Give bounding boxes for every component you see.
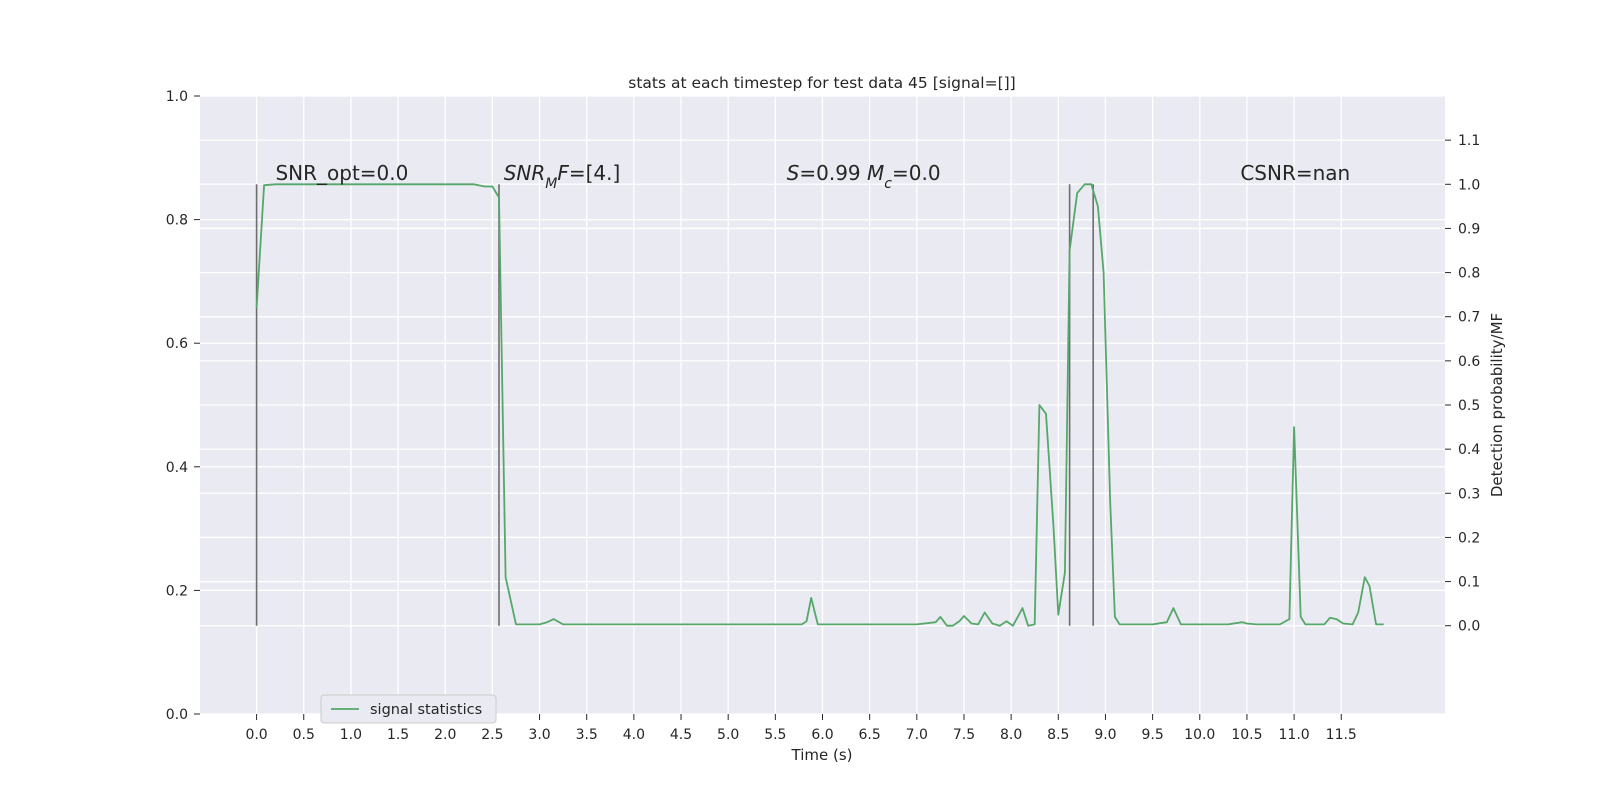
- x-tick-label: 2.0: [434, 727, 456, 743]
- x-axis-label: Time (s): [791, 746, 853, 764]
- x-tick-label: 8.0: [1000, 727, 1022, 743]
- x-tick-label: 1.0: [340, 727, 362, 743]
- x-tick-label: 7.0: [906, 727, 928, 743]
- x-tick-label: 11.0: [1279, 727, 1310, 743]
- y-right-tick-label: 0.9: [1458, 221, 1480, 237]
- series-layer: [255, 183, 1384, 627]
- y-right-tick-label: 0.8: [1458, 266, 1480, 282]
- annotation: S=0.99 Mc=0.0: [787, 161, 941, 192]
- x-tick-label: 0.5: [293, 727, 315, 743]
- series-line: [255, 183, 1384, 627]
- x-tick-label: 11.5: [1326, 727, 1357, 743]
- ticks: 0.0 0.5 1.0 1.5 2.0 2.5 3.0 3.5 4.0 4.5 5.0 5.5 6.0 6…: [166, 89, 1481, 743]
- annotation-part: SNR: [504, 161, 546, 185]
- annotation-part: =[4.]: [569, 161, 620, 185]
- x-tick-label: 5.5: [764, 727, 786, 743]
- annotation-part: =0.0: [892, 161, 941, 185]
- y-right-tick-label: 0.0: [1458, 619, 1480, 635]
- x-tick-label: 3.5: [576, 727, 598, 743]
- y-right-tick-label: 0.1: [1458, 575, 1480, 591]
- annotation-part: CSNR=nan: [1240, 161, 1350, 185]
- y-left-tick-label: 1.0: [166, 89, 188, 105]
- x-tick-label: 1.5: [387, 727, 409, 743]
- x-tick-label: 7.5: [953, 727, 975, 743]
- y-left-tick-label: 0.4: [166, 460, 188, 476]
- x-tick-label: 8.5: [1047, 727, 1069, 743]
- annotation-part: c: [884, 176, 892, 192]
- x-tick-label: 10.0: [1184, 727, 1215, 743]
- annotation-part: F: [557, 161, 569, 185]
- annotation: CSNR=nan: [1240, 161, 1350, 185]
- y-right-tick-label: 0.6: [1458, 354, 1480, 370]
- x-tick-label: 9.0: [1094, 727, 1116, 743]
- legend-label: signal statistics: [370, 702, 482, 718]
- y-left-tick-label: 0.2: [166, 583, 188, 599]
- x-tick-label: 4.5: [670, 727, 692, 743]
- annotation-part: M: [867, 161, 884, 185]
- y-right-tick-label: 1.0: [1458, 177, 1480, 193]
- annotations: SNR_opt=0.0 SNRMF=[4.] S=0.99 Mc=0.0 CSNR=n…: [275, 161, 1350, 192]
- grid: [200, 95, 1445, 715]
- y-left-tick-label: 0.8: [166, 213, 188, 229]
- annotation-part: M: [545, 176, 557, 192]
- legend: signal statistics: [320, 694, 497, 724]
- y-right-tick-label: 0.5: [1458, 398, 1480, 414]
- y-left-tick-label: 0.6: [166, 336, 188, 352]
- x-tick-label: 3.0: [528, 727, 550, 743]
- annotation-part: =0.99: [799, 161, 867, 185]
- chart-title: stats at each timestep for test data 45 …: [628, 74, 1015, 92]
- y-right-tick-label: 0.2: [1458, 530, 1480, 546]
- x-tick-label: 0.0: [245, 727, 267, 743]
- y-right-tick-label: 1.1: [1458, 133, 1480, 149]
- y-right-tick-label: 0.4: [1458, 442, 1480, 458]
- y-right-tick-label: 0.7: [1458, 310, 1480, 326]
- y-right-tick-label: 0.3: [1458, 486, 1480, 502]
- y-left-tick-label: 0.0: [166, 707, 188, 723]
- y-axis-label-right: Detection probability/MF: [1488, 313, 1506, 497]
- x-tick-label: 9.5: [1141, 727, 1163, 743]
- annotation: SNR_opt=0.0: [275, 161, 408, 185]
- x-tick-label: 4.0: [623, 727, 645, 743]
- x-tick-label: 10.5: [1231, 727, 1262, 743]
- annotation: SNRMF=[4.]: [504, 161, 621, 192]
- x-tick-label: 6.5: [859, 727, 881, 743]
- x-tick-label: 6.0: [811, 727, 833, 743]
- x-tick-label: 5.0: [717, 727, 739, 743]
- legend-box: [320, 694, 497, 724]
- annotation-part: SNR_opt=0.0: [275, 161, 408, 185]
- x-tick-label: 2.5: [481, 727, 503, 743]
- annotation-part: S: [787, 161, 800, 185]
